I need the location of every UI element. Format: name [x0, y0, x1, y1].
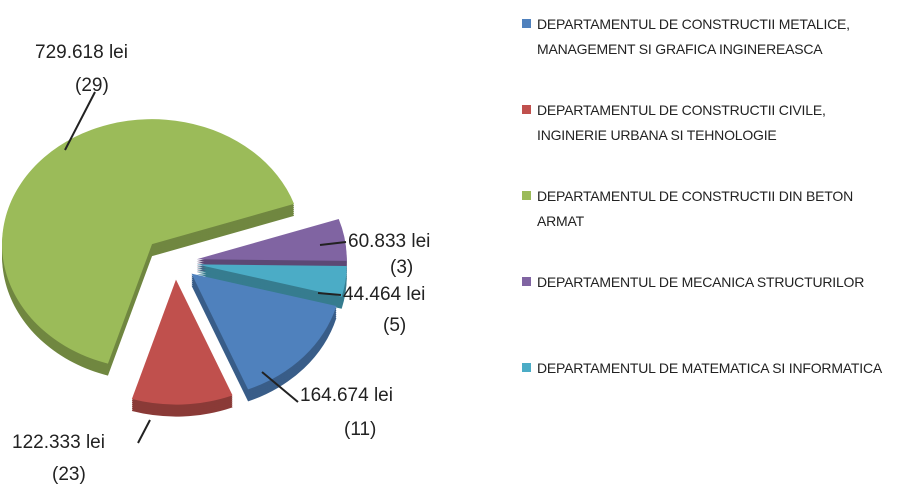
count-label: (29)	[75, 75, 109, 96]
data-label: 44.464 lei	[343, 284, 425, 305]
legend-entry: DEPARTAMENTUL DE MATEMATICA SI INFORMATI…	[522, 356, 882, 381]
count-label: (3)	[390, 257, 413, 278]
leader-line	[319, 241, 347, 246]
pie-slice	[196, 218, 347, 261]
count-label: (23)	[52, 464, 86, 485]
legend-label: DEPARTAMENTUL DE CONSTRUCTII CIVILE, ING…	[537, 102, 826, 143]
data-label: 122.333 lei	[12, 432, 105, 453]
data-label: 164.674 lei	[300, 385, 393, 406]
leader-line	[137, 419, 151, 444]
legend-entry: DEPARTAMENTUL DE CONSTRUCTII CIVILE, ING…	[522, 98, 882, 148]
data-label: 60.833 lei	[348, 231, 430, 252]
pie-slice	[196, 264, 347, 297]
legend-entry: DEPARTAMENTUL DE CONSTRUCTII DIN BETON A…	[522, 184, 882, 234]
legend-swatch	[522, 19, 531, 28]
leader-line	[261, 371, 299, 403]
legend-entry: DEPARTAMENTUL DE MECANICA STRUCTURILOR	[522, 270, 882, 295]
pie-slice	[2, 119, 295, 364]
legend-label: DEPARTAMENTUL DE MECANICA STRUCTURILOR	[537, 274, 865, 290]
count-label: (11)	[344, 419, 376, 440]
legend-entry: DEPARTAMENTUL DE CONSTRUCTII METALICE, M…	[522, 12, 882, 62]
legend-swatch	[522, 277, 531, 286]
legend-swatch	[522, 363, 531, 372]
legend-swatch	[522, 191, 531, 200]
legend-swatch	[522, 105, 531, 114]
leader-line	[317, 292, 342, 296]
pie-slice	[191, 273, 337, 390]
legend-label: DEPARTAMENTUL DE CONSTRUCTII DIN BETON A…	[537, 188, 853, 229]
pie-slice	[131, 279, 233, 405]
legend-label: DEPARTAMENTUL DE CONSTRUCTII METALICE, M…	[537, 16, 850, 57]
count-label: (5)	[383, 315, 406, 336]
leader-line	[64, 91, 96, 151]
data-label: 729.618 lei	[35, 42, 128, 63]
legend-label: DEPARTAMENTUL DE MATEMATICA SI INFORMATI…	[537, 360, 882, 376]
